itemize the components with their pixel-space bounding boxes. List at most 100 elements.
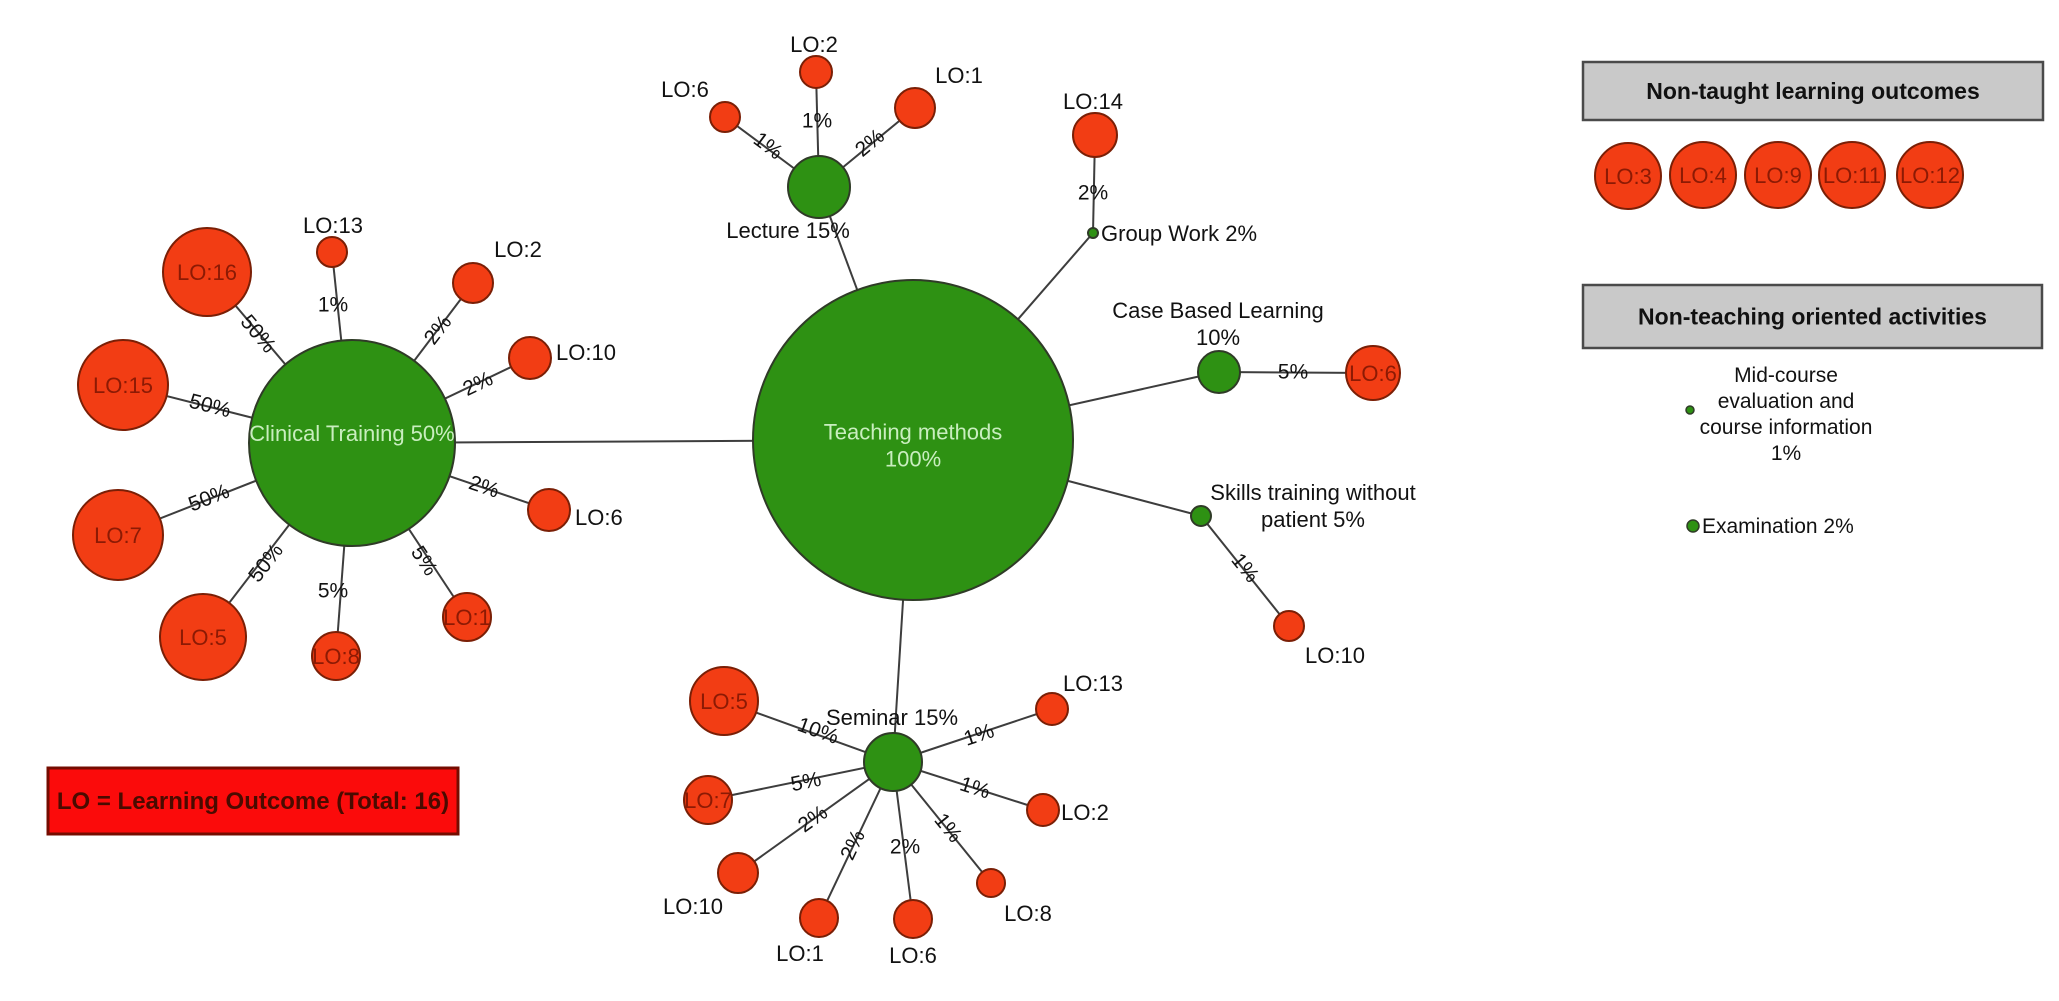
panel-box-non-taught-learning-outcomes — [1581, 60, 2045, 122]
edge-label-seminar-m6: 2% — [890, 836, 920, 859]
node-s10-outcome-circle — [1273, 610, 1305, 642]
node-label-m7: LO:7 — [684, 788, 732, 813]
node-label-c5: LO:5 — [179, 625, 227, 650]
node-label-m6: LO:6 — [889, 943, 937, 968]
node-label-m13: LO:13 — [1063, 671, 1123, 696]
edge-label-lecture-l2: 1% — [802, 110, 832, 133]
node-label-groupwork: Group Work 2% — [1101, 221, 1257, 246]
panel-title-non-taught-learning-outcomes: Non-taught learning outcomes — [1646, 78, 1980, 104]
edge-label-clinical-c10: 2% — [459, 367, 496, 401]
activity-dot-examination — [1686, 519, 1700, 533]
non-taught-outcome-label-lo-4: LO:4 — [1679, 163, 1727, 188]
node-label-c7: LO:7 — [94, 523, 142, 548]
nodes-layer — [72, 55, 1401, 939]
node-l1-outcome-circle — [894, 87, 936, 129]
node-cb6-outcome-circle — [1345, 345, 1401, 401]
node-label-c2: LO:2 — [494, 237, 542, 262]
node-label-cb6: LO:6 — [1349, 361, 1397, 386]
node-teaching-method-circle — [752, 279, 1074, 601]
node-c8-outcome-circle — [311, 631, 361, 681]
legend-box — [46, 766, 460, 836]
node-label-c16: LO:16 — [177, 260, 237, 285]
panel-title-non-teaching-oriented-activities: Non-teaching oriented activities — [1638, 304, 1987, 330]
edge-label-seminar-m2: 1% — [957, 772, 993, 803]
node-l6-outcome-circle — [709, 101, 741, 133]
edge-label-casebased-cb6: 5% — [1278, 360, 1309, 383]
non-taught-outcome-label-lo-11: LO:11 — [1823, 163, 1881, 188]
edge-label-groupwork-g14: 2% — [1078, 182, 1108, 205]
non-taught-outcome-label-lo-12: LO:12 — [1900, 163, 1960, 188]
legend-label: LO = Learning Outcome (Total: 16) — [57, 788, 449, 815]
node-c10-outcome-circle — [508, 336, 552, 380]
node-c2-outcome-circle — [452, 262, 494, 304]
node-m10-outcome-circle — [717, 852, 759, 894]
node-g14-outcome-circle — [1072, 112, 1118, 158]
node-m8-outcome-circle — [976, 868, 1006, 898]
non-taught-outcome-circle-lo-3 — [1594, 142, 1662, 210]
node-m1-outcome-circle — [799, 898, 839, 938]
node-clinical-method-circle — [248, 339, 456, 547]
node-label-clinical: Clinical Training 50% — [249, 421, 454, 446]
non-taught-outcome-circle-lo-9 — [1744, 141, 1812, 209]
node-label-c13: LO:13 — [303, 213, 363, 238]
non-taught-outcome-circle-lo-12 — [1896, 141, 1964, 209]
panel-box-non-teaching-oriented-activities — [1581, 283, 2044, 350]
activity-dot-mid-course-evaluation — [1685, 405, 1695, 415]
node-label-casebased: Case Based Learning 10% — [1112, 298, 1324, 350]
edge-label-seminar-m7: 5% — [789, 768, 823, 797]
edge-label-clinical-c8: 5% — [318, 580, 348, 603]
edge-seminar-m7 — [707, 761, 894, 801]
edge-label-clinical-c6: 2% — [466, 471, 502, 503]
activity-label-mid-course-evaluation: Mid-course evaluation and course informati… — [1700, 364, 1873, 465]
node-label-m2: LO:2 — [1061, 800, 1109, 825]
legend-layer: LO = Learning Outcome (Total: 16) — [46, 766, 460, 836]
edge-label-clinical-c13: 1% — [318, 294, 348, 317]
node-m7-outcome-circle — [683, 775, 733, 825]
node-label-l2: LO:2 — [790, 32, 838, 57]
node-seminar-method-circle — [863, 732, 923, 792]
edge-label-clinical-c15: 50% — [187, 390, 233, 423]
edge-label-clinical-c7: 50% — [185, 480, 233, 517]
non-taught-outcome-label-lo-3: LO:3 — [1604, 164, 1652, 189]
non-taught-outcome-circle-lo-4 — [1669, 141, 1737, 209]
node-label-c10: LO:10 — [556, 340, 616, 365]
node-c7-outcome-circle — [72, 489, 164, 581]
node-label-skills: Skills training without patient 5% — [1210, 480, 1415, 532]
node-c6-outcome-circle — [527, 488, 571, 532]
node-m5-outcome-circle — [689, 666, 759, 736]
node-label-c15: LO:15 — [93, 373, 153, 398]
edge-skills-s10 — [1200, 515, 1290, 627]
edge-label-seminar-m13: 1% — [961, 719, 997, 750]
side-panels-layer: Non-taught learning outcomes LO:3 LO:4 LO:9… — [1581, 60, 2045, 538]
node-c15-outcome-circle — [77, 339, 169, 431]
node-label-c1: LO:1 — [443, 605, 491, 630]
node-label-m5: LO:5 — [700, 689, 748, 714]
node-m6-outcome-circle — [893, 899, 933, 939]
non-taught-outcome-circle-lo-11 — [1818, 141, 1886, 209]
node-c5-outcome-circle — [159, 593, 247, 681]
node-label-teaching: Teaching methods 100% — [824, 419, 1003, 471]
node-casebased-method-circle — [1197, 350, 1241, 394]
node-skills-method-circle — [1190, 505, 1212, 527]
node-label-m1: LO:1 — [776, 941, 824, 966]
node-lecture-method-circle — [787, 155, 851, 219]
edge-label-clinical-c2: 2% — [420, 311, 457, 349]
activity-label-examination: Examination 2% — [1702, 515, 1854, 538]
edge-label-clinical-c5: 50% — [244, 539, 288, 586]
edge-label-seminar-m1: 2% — [836, 826, 870, 863]
node-label-s10: LO:10 — [1305, 643, 1365, 668]
node-groupwork-method-circle — [1087, 227, 1099, 239]
edge-label-seminar-m10: 2% — [794, 801, 832, 837]
node-m13-outcome-circle — [1035, 692, 1069, 726]
node-label-lecture: Lecture 15% — [726, 218, 850, 243]
edge-seminar-m10 — [737, 761, 894, 874]
node-label-c6: LO:6 — [575, 505, 623, 530]
node-c13-outcome-circle — [316, 236, 348, 268]
node-label-l6: LO:6 — [661, 77, 709, 102]
node-label-l1: LO:1 — [935, 63, 983, 88]
node-m2-outcome-circle — [1026, 793, 1060, 827]
node-c1-outcome-circle — [442, 592, 492, 642]
node-label-seminar: Seminar 15% — [826, 705, 958, 730]
node-label-c8: LO:8 — [312, 644, 360, 669]
